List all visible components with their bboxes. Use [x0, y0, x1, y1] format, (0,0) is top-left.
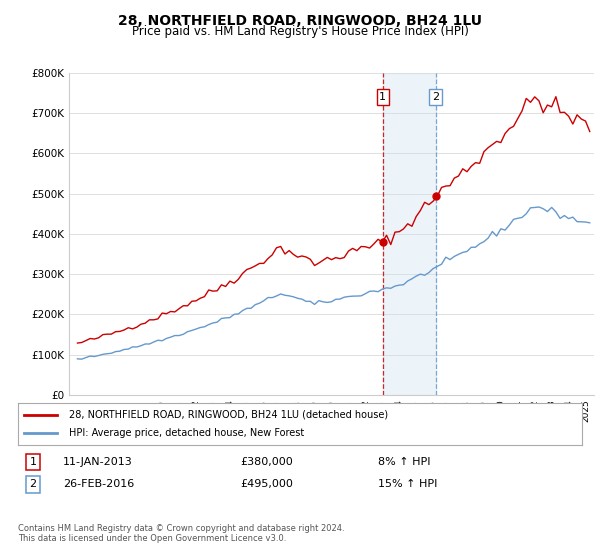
- Text: 28, NORTHFIELD ROAD, RINGWOOD, BH24 1LU: 28, NORTHFIELD ROAD, RINGWOOD, BH24 1LU: [118, 14, 482, 28]
- Text: 1: 1: [379, 92, 386, 102]
- Text: 2: 2: [432, 92, 439, 102]
- Text: 1: 1: [29, 457, 37, 467]
- Text: 26-FEB-2016: 26-FEB-2016: [63, 479, 134, 489]
- Text: £495,000: £495,000: [240, 479, 293, 489]
- Text: 8% ↑ HPI: 8% ↑ HPI: [378, 457, 431, 467]
- Text: Price paid vs. HM Land Registry's House Price Index (HPI): Price paid vs. HM Land Registry's House …: [131, 25, 469, 38]
- Text: Contains HM Land Registry data © Crown copyright and database right 2024.
This d: Contains HM Land Registry data © Crown c…: [18, 524, 344, 543]
- Bar: [383, 73, 436, 395]
- Text: 11-JAN-2013: 11-JAN-2013: [63, 457, 133, 467]
- Text: HPI: Average price, detached house, New Forest: HPI: Average price, detached house, New …: [69, 428, 304, 438]
- Text: 28, NORTHFIELD ROAD, RINGWOOD, BH24 1LU (detached house): 28, NORTHFIELD ROAD, RINGWOOD, BH24 1LU …: [69, 409, 388, 419]
- Text: 15% ↑ HPI: 15% ↑ HPI: [378, 479, 437, 489]
- Text: £380,000: £380,000: [240, 457, 293, 467]
- Text: 2: 2: [29, 479, 37, 489]
